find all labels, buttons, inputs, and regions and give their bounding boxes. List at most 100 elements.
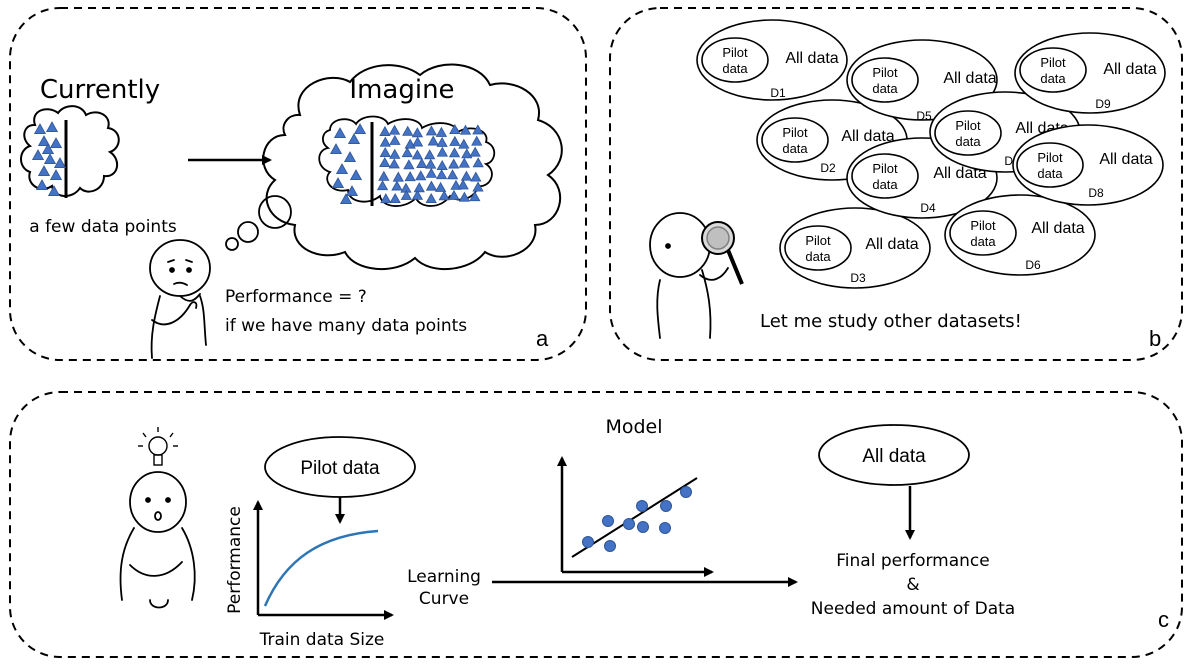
data-point-triangle	[415, 170, 427, 181]
data-point-triangle	[434, 181, 447, 192]
data-point-triangle	[425, 193, 437, 204]
data-point-triangle	[401, 147, 413, 158]
final-label-3: Needed amount of Data	[811, 599, 1015, 619]
pilot-label: data	[872, 81, 898, 96]
data-point-triangle	[378, 170, 390, 181]
pilot-data-ellipse	[1019, 47, 1087, 93]
pilot-data-ellipse	[701, 37, 769, 83]
model-data-point	[623, 518, 635, 530]
data-point-triangle	[49, 137, 63, 149]
all-data-label: All data	[1099, 151, 1152, 168]
dataset-id: D2	[820, 161, 836, 175]
data-point-triangle	[331, 177, 345, 189]
thought-bubble-large	[258, 195, 292, 229]
pilot-label: data	[1040, 71, 1066, 86]
model-label: Model	[605, 416, 662, 438]
pilot-label: Pilot	[1037, 150, 1063, 165]
dataset-id: D4	[920, 201, 936, 215]
pilot-label: Pilot	[955, 118, 981, 133]
data-point-triangle	[389, 134, 401, 145]
model-data-point	[680, 486, 692, 498]
performance-axis-label: Performance	[225, 506, 245, 614]
data-point-triangle	[470, 171, 482, 182]
data-point-triangle	[391, 180, 403, 191]
all-data-ellipse	[818, 424, 970, 486]
data-point-triangle	[427, 135, 439, 146]
data-point-triangle	[388, 124, 401, 135]
data-point-triangle	[459, 124, 472, 135]
panel-c: Pilot data Performance Train data Size L…	[9, 391, 1183, 658]
data-point-triangle	[411, 136, 424, 147]
model-data-point	[602, 515, 614, 527]
pilot-data-ellipse	[784, 225, 852, 271]
data-point-triangle	[438, 190, 450, 201]
data-point-triangle	[402, 125, 414, 136]
pilot-data-label: Pilot data	[300, 458, 380, 479]
study-label: Let me study other datasets!	[760, 311, 1022, 332]
pilot-label: data	[722, 61, 748, 76]
dataset-id: D1	[770, 86, 786, 100]
dataset-id: D3	[850, 271, 866, 285]
data-point-triangle	[472, 157, 484, 168]
all-data-label: All data	[943, 70, 996, 87]
all-data-label: All data	[1103, 61, 1156, 78]
data-point-triangle	[53, 157, 67, 169]
pilot-label: Pilot	[722, 45, 748, 60]
pilot-label: data	[782, 141, 808, 156]
model-data-point	[660, 500, 672, 512]
model-data-point	[636, 500, 648, 512]
data-point-triangle	[335, 163, 349, 175]
data-point-triangle	[411, 127, 424, 138]
data-point-triangle	[425, 125, 438, 136]
panel-b-border	[609, 7, 1183, 361]
small-cloud	[20, 105, 120, 197]
all-data-label: All data	[785, 50, 838, 67]
train-size-axis-label: Train data Size	[259, 630, 385, 650]
panel-letter-b: b	[1149, 326, 1161, 351]
data-point-triangle	[472, 124, 484, 135]
big-cloud-points	[329, 123, 484, 205]
data-point-triangle	[388, 158, 400, 169]
data-point-triangle	[400, 189, 412, 200]
dataset-id: D8	[1088, 186, 1104, 200]
data-point-triangle	[379, 147, 391, 158]
thought-bubble-small	[225, 237, 239, 251]
data-point-triangle	[450, 179, 462, 190]
data-point-triangle	[353, 123, 367, 135]
all-data-label: All data	[933, 165, 986, 182]
data-point-triangle	[35, 179, 49, 191]
data-point-triangle	[424, 149, 436, 160]
all-data-label: All data	[841, 128, 894, 145]
pilot-data-ellipse	[761, 117, 829, 163]
data-point-triangle	[379, 125, 391, 136]
imagine-label: Imagine	[349, 75, 454, 105]
currently-label: Currently	[40, 75, 160, 105]
data-point-triangle	[469, 146, 481, 157]
learning-curve-label-2: Curve	[419, 589, 469, 609]
model-data-point	[582, 536, 594, 548]
pilot-label: Pilot	[805, 233, 831, 248]
magnifier-icon	[701, 221, 744, 285]
person-with-magnifier-icon	[649, 212, 729, 339]
dataset-id: D9	[1095, 97, 1111, 111]
all-data-label: All data	[862, 446, 926, 467]
pilot-label: Pilot	[782, 125, 808, 140]
pilot-label: Pilot	[872, 65, 898, 80]
data-point-triangle	[376, 180, 389, 191]
data-point-triangle	[345, 185, 359, 197]
learning-curve-label-1: Learning	[407, 567, 481, 587]
thinking-person-icon	[149, 239, 211, 359]
pilot-data-ellipse	[1016, 142, 1084, 188]
pilot-label: data	[955, 134, 981, 149]
data-point-triangle	[411, 189, 424, 200]
data-point-triangle	[458, 157, 470, 168]
data-point-triangle	[33, 123, 47, 135]
data-point-triangle	[403, 159, 415, 170]
data-point-triangle	[347, 133, 361, 145]
data-point-triangle	[449, 123, 461, 135]
